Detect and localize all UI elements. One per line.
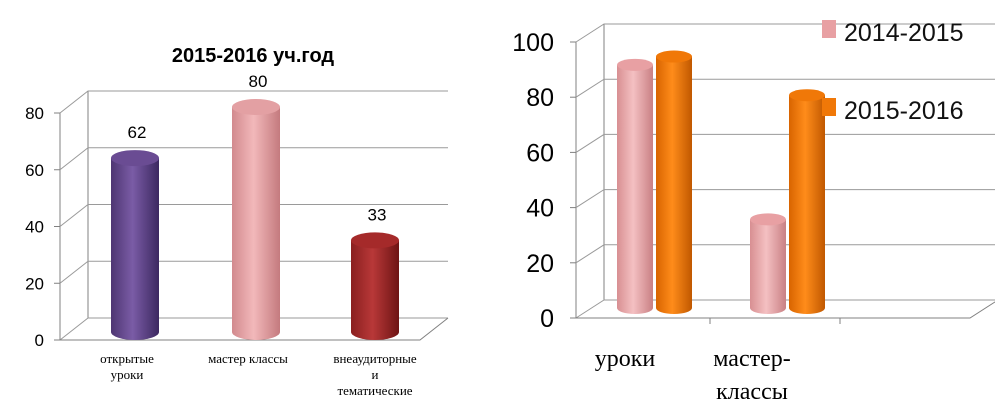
chart2-bar-2015-2016-1-body — [656, 56, 692, 315]
chart2-category-label: классы — [716, 379, 788, 405]
chart1-bar-3-top — [351, 232, 399, 249]
chart1-bar-2-top — [232, 99, 280, 115]
chart1-y-tick-label: 60 — [25, 161, 44, 180]
chart2-y-tick-label: 40 — [526, 195, 554, 223]
chart1-data-label: 80 — [249, 72, 268, 91]
chart2-category-label: мастер- — [713, 346, 790, 372]
chart2-y-tick-label: 60 — [526, 139, 554, 167]
chart2-bar-2014-2015-1-top — [617, 58, 653, 71]
chart1-bar-2-body — [232, 107, 280, 340]
chart2-bar-2014-2015-2-top — [750, 213, 786, 226]
chart2-grid — [570, 23, 995, 324]
chart1-category-label: внеаудиторные — [333, 351, 417, 366]
chart1-gridline — [59, 147, 448, 171]
chart1-category-label: открытые — [100, 351, 154, 366]
chart1-bar-1-body — [111, 158, 159, 340]
chart2-x-axis: уроки мастер-классы — [595, 346, 791, 405]
chart1-bar-2 — [232, 99, 280, 340]
chart2-bar-2015-2016-2 — [789, 89, 825, 314]
chart2-gridline — [575, 133, 995, 153]
chart2-y-tick-label: 100 — [512, 29, 554, 57]
chart1-category-label: тематические — [337, 383, 412, 398]
legend-swatch-2015-2016 — [822, 98, 836, 116]
chart2-gridline — [575, 189, 995, 209]
chart2-bars — [617, 50, 825, 315]
chart1-y-tick-label: 20 — [25, 274, 44, 293]
chart2-gridline — [575, 78, 995, 98]
chart1-category-label: и — [372, 367, 379, 382]
legend-label-2014-2015: 2014-2015 — [844, 19, 964, 47]
chart1-bar-3 — [351, 232, 399, 340]
chart1-category-label: мастер классы — [208, 351, 288, 366]
chart1-gridline — [59, 317, 448, 341]
chart2-y-tick-label: 0 — [540, 305, 554, 333]
chart1-floor-front — [60, 317, 449, 341]
chart-comparison: 0 20 40 60 80 100 уроки мастер-классы 2014-201… — [512, 19, 995, 405]
chart1-y-tick-label: 80 — [25, 104, 44, 123]
chart1-bar-3-body — [351, 240, 399, 340]
chart2-y-axis: 0 20 40 60 80 100 — [512, 29, 554, 333]
chart1-data-label: 62 — [128, 123, 147, 142]
chart2-bar-2015-2016-1-top — [656, 50, 692, 63]
chart1-data-label: 33 — [368, 205, 387, 224]
chart2-bar-2015-2016-2-top — [789, 89, 825, 102]
chart1-bars — [111, 99, 399, 340]
chart1-gridline — [59, 90, 448, 114]
chart2-bar-2014-2015-1-body — [617, 64, 653, 314]
legend-swatch-2014-2015 — [822, 20, 836, 38]
chart2-floor-front — [576, 301, 995, 319]
chart1-y-axis: 0 20 40 60 80 — [25, 104, 44, 350]
chart1-y-tick-label: 0 — [35, 331, 44, 350]
chart2-gridline — [575, 244, 995, 264]
chart2-bar-2014-2015-1 — [617, 58, 653, 314]
chart1-category-label: уроки — [111, 367, 144, 382]
chart2-bar-2015-2016-2-body — [789, 95, 825, 314]
chart1-title: 2015-2016 уч.год — [172, 45, 335, 67]
chart1-data-labels: 62 80 33 — [128, 72, 387, 224]
chart1-y-tick-label: 40 — [25, 218, 44, 237]
chart1-grid — [54, 90, 449, 341]
chart2-gridline — [575, 299, 995, 319]
chart2-bar-2015-2016-1 — [656, 50, 692, 315]
chart1-bar-1 — [111, 150, 159, 340]
chart2-bar-2014-2015-2-body — [750, 219, 786, 314]
chart2-category-label: уроки — [595, 346, 656, 372]
chart2-gridline — [575, 23, 995, 43]
chart2-y-tick-label: 80 — [526, 84, 554, 112]
chart1-bar-1-top — [111, 150, 159, 167]
chart2-legend: 2014-2015 2015-2016 — [822, 19, 964, 125]
chart1-gridline — [59, 204, 448, 227]
chart2-bar-2014-2015-2 — [750, 213, 786, 314]
chart1-gridline — [59, 260, 448, 284]
chart2-y-tick-label: 20 — [526, 250, 554, 278]
legend-label-2015-2016: 2015-2016 — [844, 97, 964, 125]
